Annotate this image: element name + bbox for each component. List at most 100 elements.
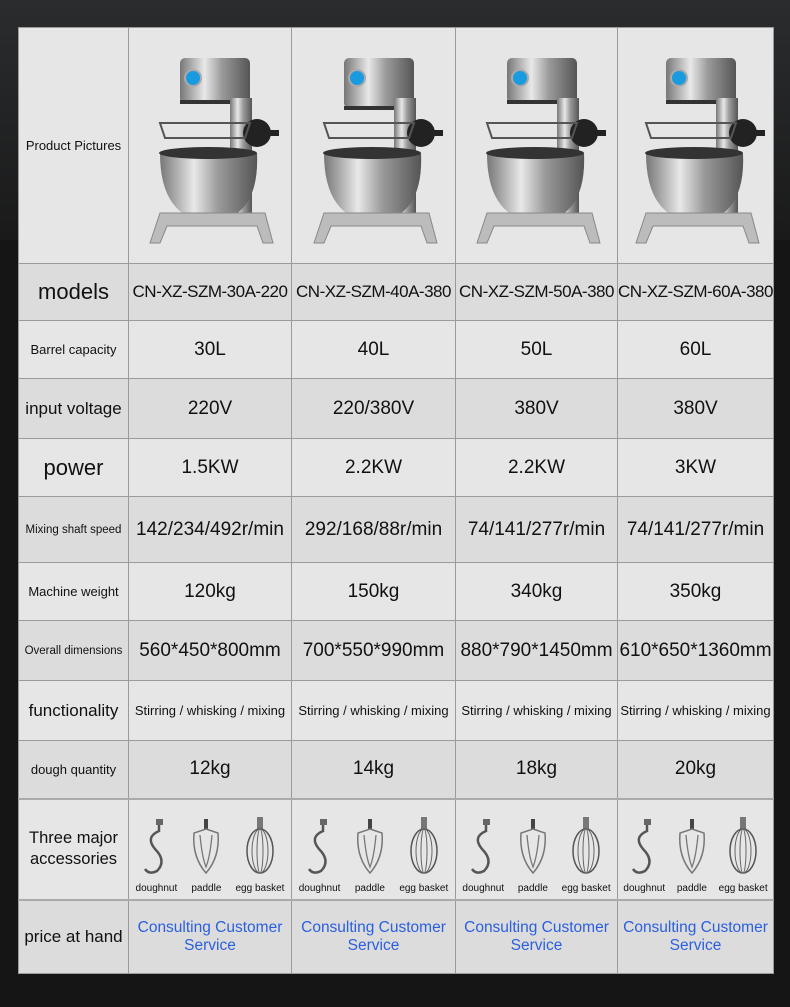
label-weight: Machine weight: [18, 562, 129, 621]
cell-weight: 120kg: [128, 562, 292, 621]
cell-voltage: 220V: [128, 378, 292, 439]
cell-capacity: 60L: [617, 320, 774, 379]
dough-hook-icon: [144, 819, 164, 874]
row-speed: Mixing shaft speed 142/234/492r/min 292/16…: [18, 496, 774, 563]
cell-accessories: doughnut paddle egg basket: [291, 797, 456, 900]
accessory-name: egg basket: [235, 883, 285, 894]
cell-functionality: Stirring / whisking / mixing: [617, 680, 774, 741]
label-models: models: [18, 263, 129, 321]
accessory-name: doughnut: [623, 883, 666, 894]
cell-functionality: Stirring / whisking / mixing: [291, 680, 456, 741]
cell-weight: 340kg: [455, 562, 618, 621]
label-functionality: functionality: [18, 680, 129, 741]
cell-dimensions: 560*450*800mm: [128, 620, 292, 681]
cell-accessories: doughnut paddle egg basket: [455, 797, 618, 900]
consult-customer-service-link[interactable]: Consulting Customer Service: [137, 918, 283, 954]
dough-hook-icon: [471, 819, 491, 874]
label-price: price at hand: [18, 898, 129, 974]
accessory-item: doughnut: [136, 817, 177, 894]
dough-hook-icon: [307, 819, 327, 874]
consult-customer-service-link[interactable]: Consulting Customer Service: [301, 918, 446, 954]
cell-dimensions: 880*790*1450mm: [455, 620, 618, 681]
cell-speed: 292/168/88r/min: [291, 496, 456, 563]
cell-model: CN-XZ-SZM-50A-380: [455, 263, 618, 321]
consult-customer-service-link[interactable]: Consulting Customer Service: [464, 918, 609, 954]
cell-power: 1.5KW: [128, 438, 292, 497]
row-capacity: Barrel capacity 30L 40L 50L 60L: [18, 320, 774, 379]
cell-model: CN-XZ-SZM-40A-380: [291, 263, 456, 321]
cell-price: Consulting Customer Service: [128, 898, 292, 974]
label-capacity: Barrel capacity: [18, 320, 129, 379]
row-power: power 1.5KW 2.2KW 2.2KW 3KW: [18, 438, 774, 497]
row-dough: dough quantity 12kg 14kg 18kg 20kg: [18, 740, 774, 799]
accessory-item: egg basket: [399, 815, 448, 894]
cell-dough: 18kg: [455, 740, 618, 799]
cell-price: Consulting Customer Service: [617, 898, 774, 974]
label-voltage: input voltage: [18, 378, 129, 439]
cell-price: Consulting Customer Service: [455, 898, 618, 974]
cell-weight: 150kg: [291, 562, 456, 621]
cell-dough: 12kg: [128, 740, 292, 799]
cell-capacity: 50L: [455, 320, 618, 379]
cell-model: CN-XZ-SZM-30A-220: [128, 263, 292, 321]
paddle-icon: [678, 819, 705, 875]
cell-price: Consulting Customer Service: [291, 898, 456, 974]
label-speed: Mixing shaft speed: [18, 496, 129, 563]
accessory-name: paddle: [517, 883, 548, 894]
accessory-item: paddle: [190, 817, 222, 894]
accessory-item: doughnut: [623, 817, 665, 894]
dough-hook-icon: [632, 819, 652, 874]
product-image: [291, 27, 456, 264]
whisk-icon: [729, 817, 757, 874]
whisk-icon: [410, 817, 438, 874]
label-accessories: Three major accessories: [18, 797, 129, 900]
cell-functionality: Stirring / whisking / mixing: [455, 680, 618, 741]
cell-accessories: doughnut paddle egg basket: [617, 797, 774, 900]
consult-customer-service-link[interactable]: Consulting Customer Service: [623, 918, 768, 954]
accessory-item: doughnut: [299, 817, 340, 894]
row-functionality: functionality Stirring / whisking / mixin…: [18, 680, 774, 741]
accessory-item: paddle: [354, 817, 386, 894]
accessory-item: doughnut: [462, 817, 504, 894]
cell-dough: 14kg: [291, 740, 456, 799]
cell-speed: 74/141/277r/min: [617, 496, 774, 563]
accessory-name: egg basket: [561, 883, 611, 894]
row-price: price at hand Consulting Customer Service…: [18, 898, 774, 974]
row-accessories: Three major accessories doughnut paddle egg…: [18, 797, 774, 900]
product-image: [617, 27, 774, 264]
cell-voltage: 380V: [455, 378, 618, 439]
accessory-item: paddle: [517, 817, 549, 894]
accessory-item: egg basket: [719, 815, 768, 894]
cell-dough: 20kg: [617, 740, 774, 799]
paddle-icon: [356, 819, 383, 875]
accessory-name: paddle: [354, 883, 385, 894]
row-pictures: Product Pictures: [18, 27, 774, 264]
whisk-icon: [572, 817, 600, 874]
cell-voltage: 380V: [617, 378, 774, 439]
label-pictures: Product Pictures: [18, 27, 129, 264]
product-image: [128, 27, 292, 264]
paddle-icon: [519, 819, 546, 875]
paddle-icon: [193, 819, 220, 875]
accessory-item: egg basket: [235, 815, 284, 894]
product-image: [455, 27, 618, 264]
cell-model: CN-XZ-SZM-60A-380: [617, 263, 774, 321]
row-dimensions: Overall dimensions 560*450*800mm 700*550*9…: [18, 620, 774, 681]
accessory-name: egg basket: [399, 883, 449, 894]
row-voltage: input voltage 220V 220/380V 380V 380V: [18, 378, 774, 439]
accessory-name: egg basket: [718, 883, 768, 894]
cell-power: 2.2KW: [291, 438, 456, 497]
cell-speed: 74/141/277r/min: [455, 496, 618, 563]
whisk-icon: [246, 817, 274, 874]
cell-power: 2.2KW: [455, 438, 618, 497]
cell-speed: 142/234/492r/min: [128, 496, 292, 563]
accessory-name: paddle: [676, 883, 707, 894]
spec-table: Product Pictures models CN-XZ-SZM-30A-220…: [18, 27, 774, 974]
cell-accessories: doughnut paddle egg basket: [128, 797, 292, 900]
cell-dimensions: 610*650*1360mm: [617, 620, 774, 681]
accessory-item: egg basket: [562, 815, 611, 894]
row-weight: Machine weight 120kg 150kg 340kg 350kg: [18, 562, 774, 621]
row-models: models CN-XZ-SZM-30A-220 CN-XZ-SZM-40A-380…: [18, 263, 774, 321]
cell-functionality: Stirring / whisking / mixing: [128, 680, 292, 741]
label-dough: dough quantity: [18, 740, 129, 799]
